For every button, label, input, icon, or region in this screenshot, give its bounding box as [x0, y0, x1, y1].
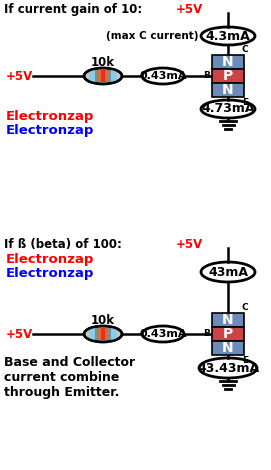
Text: N: N	[222, 341, 234, 355]
Text: 0.43mA: 0.43mA	[139, 71, 187, 81]
Bar	[212, 83, 244, 97]
Text: N: N	[222, 83, 234, 97]
Text: (max C current): (max C current)	[107, 31, 199, 41]
Text: C: C	[242, 45, 249, 54]
Text: 10k: 10k	[91, 55, 115, 69]
Bar	[92, 70, 95, 82]
Text: P: P	[223, 69, 233, 83]
Bar	[108, 328, 111, 340]
Text: Electronzap: Electronzap	[6, 267, 94, 280]
Text: +5V: +5V	[6, 70, 33, 83]
Bar	[105, 328, 108, 340]
Bar	[212, 327, 244, 341]
Text: P: P	[223, 327, 233, 341]
Bar	[101, 70, 105, 82]
Ellipse shape	[84, 326, 122, 342]
Bar	[105, 70, 108, 82]
Text: 4.3mA: 4.3mA	[206, 30, 250, 42]
Bar	[89, 70, 92, 82]
Bar	[98, 70, 101, 82]
Bar	[95, 70, 98, 82]
Text: If current gain of 10:: If current gain of 10:	[4, 3, 146, 16]
Text: C: C	[242, 303, 249, 312]
Bar	[101, 328, 105, 340]
Text: +5V: +5V	[176, 238, 203, 251]
Bar	[114, 328, 117, 340]
Text: 10k: 10k	[91, 313, 115, 327]
Text: Electronzap: Electronzap	[6, 110, 94, 123]
Text: Electronzap: Electronzap	[6, 124, 94, 137]
Ellipse shape	[84, 68, 122, 84]
Bar	[212, 69, 244, 83]
Text: E: E	[242, 356, 248, 365]
Text: N: N	[222, 55, 234, 69]
Text: Electronzap: Electronzap	[6, 253, 94, 266]
Text: N: N	[222, 313, 234, 327]
Text: 43mA: 43mA	[208, 266, 248, 279]
Text: B: B	[203, 71, 210, 80]
Text: E: E	[242, 98, 248, 107]
Bar	[114, 70, 117, 82]
Bar	[108, 70, 111, 82]
Text: 43.43mA: 43.43mA	[197, 361, 259, 375]
Text: +5V: +5V	[176, 3, 203, 16]
Text: 0.43mA: 0.43mA	[139, 329, 187, 339]
Bar	[212, 55, 244, 69]
Bar	[212, 313, 244, 327]
Text: 4.73mA: 4.73mA	[201, 102, 255, 116]
Bar	[98, 328, 101, 340]
Text: If ß (beta) of 100:: If ß (beta) of 100:	[4, 238, 126, 251]
Bar	[111, 328, 114, 340]
Bar	[212, 341, 244, 355]
Text: +5V: +5V	[6, 328, 33, 340]
Bar	[92, 328, 95, 340]
Text: B: B	[203, 329, 210, 338]
Bar	[95, 328, 98, 340]
Bar	[89, 328, 92, 340]
Text: Base and Collector
current combine
through Emitter.: Base and Collector current combine throu…	[4, 356, 135, 399]
Bar	[111, 70, 114, 82]
